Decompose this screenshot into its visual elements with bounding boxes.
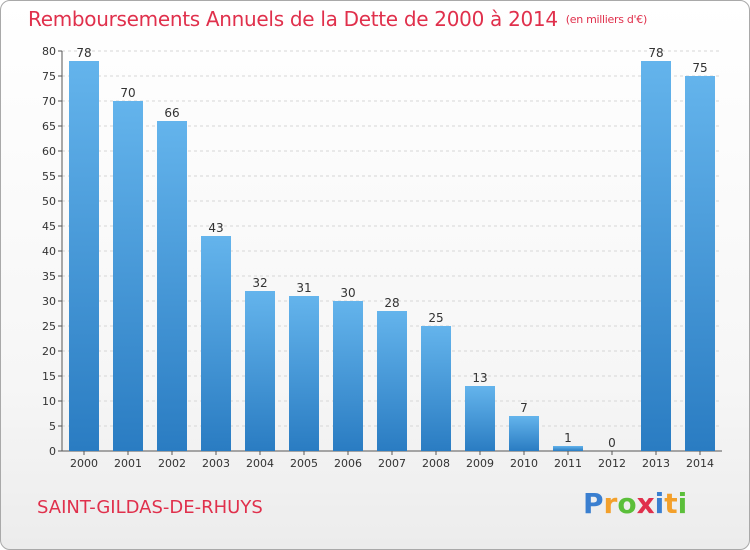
y-tick-label: 35	[42, 270, 56, 283]
bar	[113, 101, 143, 451]
y-tick-label: 20	[42, 345, 56, 358]
x-tick-label: 2008	[422, 457, 450, 470]
bar	[69, 61, 99, 451]
bar	[289, 296, 319, 451]
x-tick-label: 2012	[598, 457, 626, 470]
bar	[333, 301, 363, 451]
bar	[553, 446, 583, 451]
bar	[465, 386, 495, 451]
data-labels: 78 70 66 43 32 31 30 28 25 13 7 1 0 78 75	[76, 46, 707, 450]
bar	[157, 121, 187, 451]
y-tick-label: 40	[42, 245, 56, 258]
proxiti-logo[interactable]: Proxiti	[583, 487, 688, 520]
data-label: 43	[208, 221, 223, 235]
x-tick-label: 2013	[642, 457, 670, 470]
x-tick-label: 2010	[510, 457, 538, 470]
y-tick-label: 0	[49, 445, 56, 458]
chart-unit: (en milliers d'€)	[565, 13, 647, 26]
x-tick-label: 2006	[334, 457, 362, 470]
data-label: 13	[472, 371, 487, 385]
data-label: 31	[296, 281, 311, 295]
data-label: 30	[340, 286, 355, 300]
commune-name: SAINT-GILDAS-DE-RHUYS	[37, 497, 263, 518]
data-label: 32	[252, 276, 267, 290]
bar	[641, 61, 671, 451]
y-tick-label: 5	[49, 420, 56, 433]
data-label: 28	[384, 296, 399, 310]
y-tick-label: 80	[42, 45, 56, 58]
x-tick-label: 2004	[246, 457, 274, 470]
bar	[509, 416, 539, 451]
y-tick-label: 70	[42, 95, 56, 108]
x-tick-label: 2014	[686, 457, 714, 470]
y-tick-label: 10	[42, 395, 56, 408]
bar	[201, 236, 231, 451]
x-tick-label: 2009	[466, 457, 494, 470]
data-label: 66	[164, 106, 179, 120]
bar	[245, 291, 275, 451]
x-tick-label: 2007	[378, 457, 406, 470]
bar	[421, 326, 451, 451]
data-label: 70	[120, 86, 135, 100]
data-label: 78	[648, 46, 663, 60]
x-tick-label: 2002	[158, 457, 186, 470]
x-tick-label: 2005	[290, 457, 318, 470]
bar	[377, 311, 407, 451]
y-tick-label: 50	[42, 195, 56, 208]
bar	[685, 76, 715, 451]
x-tick-label: 2000	[70, 457, 98, 470]
bars	[69, 61, 715, 451]
y-tick-label: 45	[42, 220, 56, 233]
y-tick-label: 65	[42, 120, 56, 133]
chart-title-text: Remboursements Annuels de la Dette de 20…	[28, 7, 558, 31]
x-tick-label: 2003	[202, 457, 230, 470]
data-label: 0	[608, 436, 616, 450]
data-label: 75	[692, 61, 707, 75]
data-label: 78	[76, 46, 91, 60]
chart-title: Remboursements Annuels de la Dette de 20…	[28, 7, 647, 31]
y-tick-label: 75	[42, 70, 56, 83]
y-tick-label: 30	[42, 295, 56, 308]
data-label: 1	[564, 431, 572, 445]
data-label: 25	[428, 311, 443, 325]
y-tick-label: 25	[42, 320, 56, 333]
y-tick-label: 60	[42, 145, 56, 158]
data-label: 7	[520, 401, 528, 415]
y-tick-label: 15	[42, 370, 56, 383]
x-tick-label: 2011	[554, 457, 582, 470]
x-tick-label: 2001	[114, 457, 142, 470]
y-tick-label: 55	[42, 170, 56, 183]
